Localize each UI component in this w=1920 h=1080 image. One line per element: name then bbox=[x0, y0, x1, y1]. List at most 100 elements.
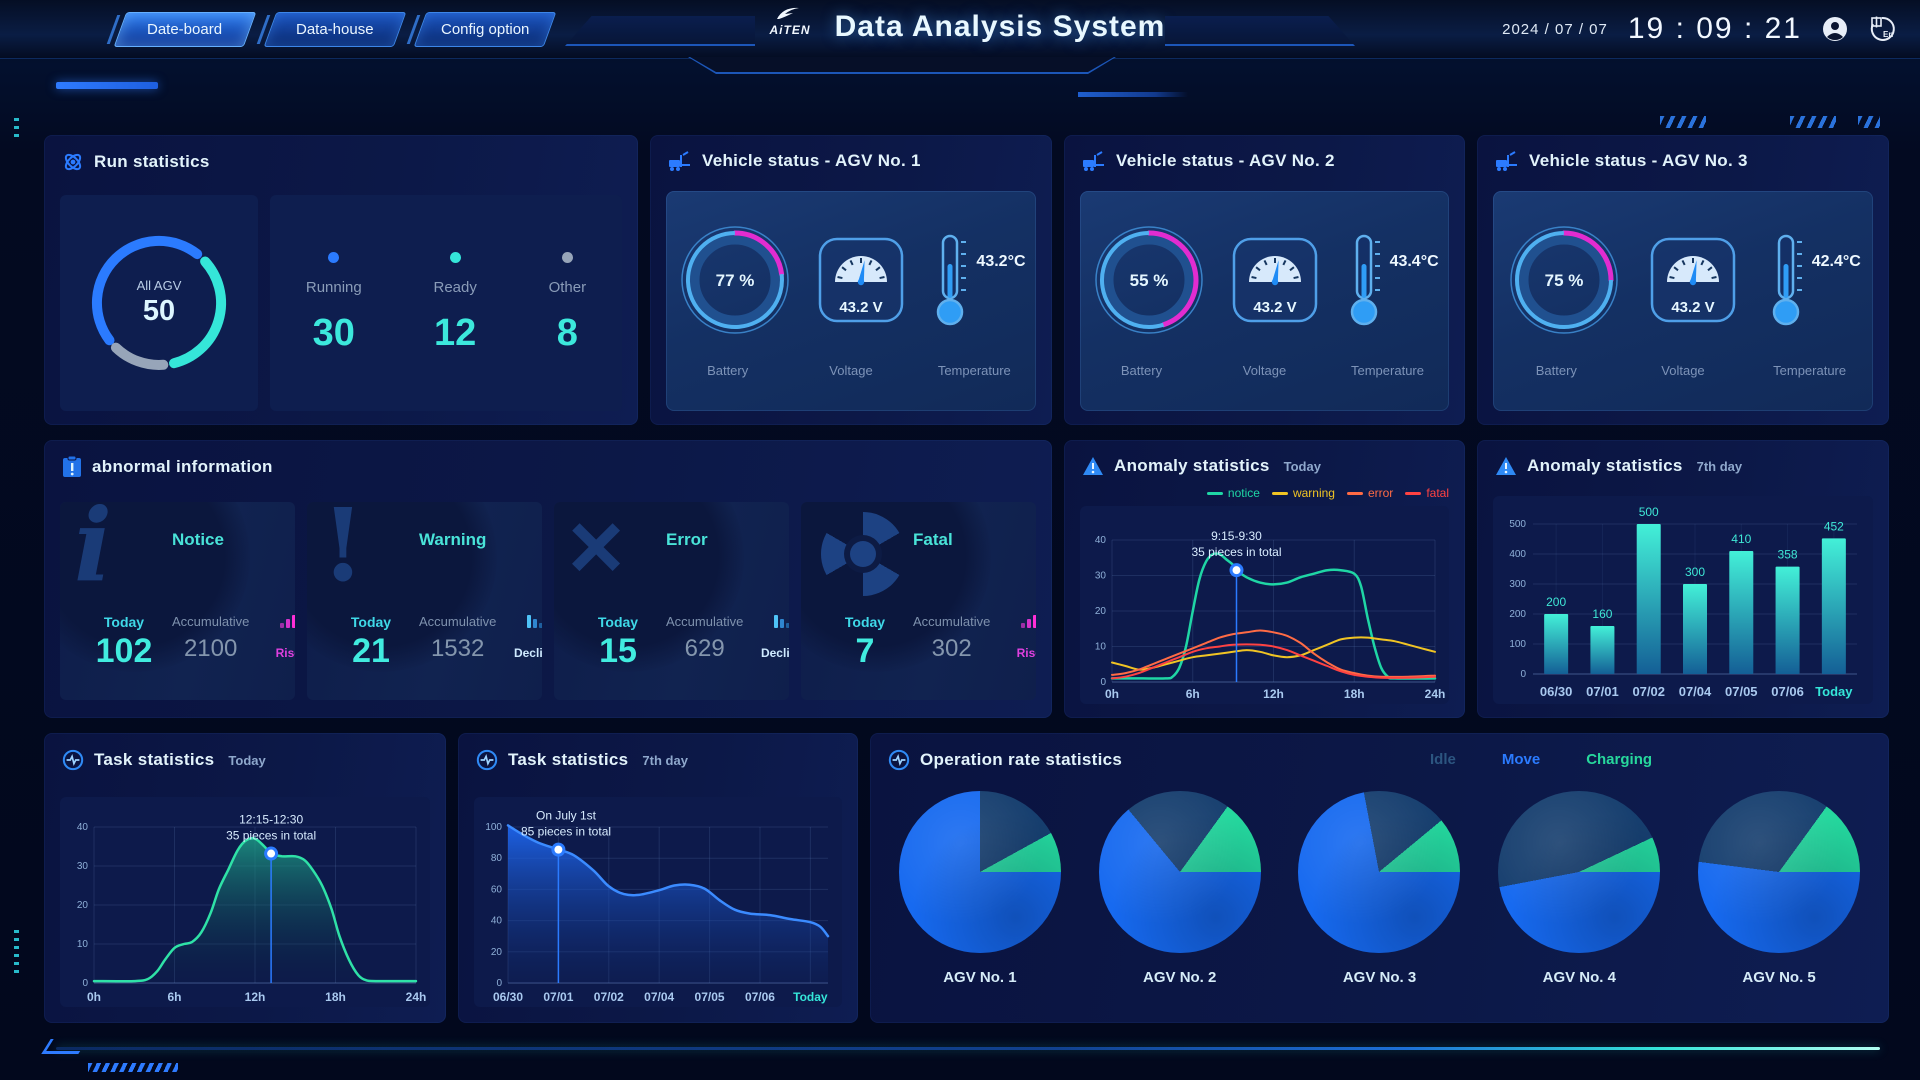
pie-label: AGV No. 5 bbox=[1742, 969, 1816, 986]
thermometer-icon bbox=[1350, 234, 1380, 326]
temperature-label: Temperature bbox=[1351, 363, 1424, 378]
svg-text:07/05: 07/05 bbox=[695, 990, 725, 1004]
panel-title: Task statistics bbox=[508, 750, 629, 769]
task-today-header: Task statistics Today bbox=[62, 749, 266, 771]
svg-text:10: 10 bbox=[1095, 642, 1107, 653]
accumulative-label: Accumulative bbox=[172, 614, 250, 629]
trend-bars-icon bbox=[527, 614, 542, 628]
accumulative-value: 1532 bbox=[430, 635, 485, 662]
run-stats-card: Running 30 Ready 12 Other 8 bbox=[270, 195, 622, 411]
battery-gauge: 75 % bbox=[1510, 226, 1618, 334]
legend-charging[interactable]: Charging bbox=[1586, 751, 1653, 768]
battery-label: Battery bbox=[1120, 363, 1163, 378]
pie-label: AGV No. 3 bbox=[1342, 969, 1417, 986]
svg-text:85 pieces in total: 85 pieces in total bbox=[521, 825, 611, 839]
vehicle-card: 75 % 43.2 V bbox=[1493, 191, 1873, 411]
decor-hatch-1 bbox=[1660, 116, 1706, 128]
svg-text:On July 1st: On July 1st bbox=[536, 809, 597, 823]
svg-text:10: 10 bbox=[77, 939, 89, 950]
operation-legend: Idle Move Charging bbox=[1430, 751, 1652, 768]
today-value: 102 bbox=[95, 632, 153, 670]
svg-text:30: 30 bbox=[77, 861, 89, 872]
panel-title: Task statistics bbox=[94, 750, 215, 769]
panel-title: Vehicle status - AGV No. 3 bbox=[1529, 151, 1748, 170]
gauge-labels: Battery Voltage Temperature bbox=[1080, 363, 1449, 378]
pulse-circle-icon bbox=[62, 749, 84, 771]
panel-subtitle: Today bbox=[228, 752, 266, 768]
panel-abnormal-information: abnormal information i Notice Today 102 A… bbox=[44, 440, 1052, 718]
anomaly-legend: notice warning error fatal bbox=[1206, 486, 1449, 500]
warning-triangle-icon bbox=[1083, 457, 1103, 475]
tab-date-board[interactable]: Date-board bbox=[113, 12, 257, 47]
legend-notice[interactable]: notice bbox=[1206, 486, 1260, 500]
tab-config-option[interactable]: Config option bbox=[413, 12, 557, 47]
header-date: 2024 / 07 / 07 bbox=[1502, 20, 1608, 38]
accumulative-label: Accumulative bbox=[666, 614, 744, 629]
temperature-value: 43.2°C bbox=[976, 253, 1026, 270]
header-notch bbox=[690, 57, 1114, 72]
stat-ready: Ready 12 bbox=[433, 251, 477, 355]
panel-subtitle: 7th day bbox=[1696, 458, 1743, 474]
svg-text:07/01: 07/01 bbox=[1586, 684, 1619, 699]
running-label: Running bbox=[305, 278, 362, 296]
gauges-row: 55 % 43.2 V bbox=[1080, 191, 1449, 359]
legend-idle[interactable]: Idle bbox=[1430, 751, 1456, 768]
operation-pie-chart bbox=[1698, 791, 1861, 953]
svg-text:500: 500 bbox=[1509, 519, 1526, 530]
panel-anomaly-7day: Anomaly statistics 7th day 0 100 200 300 400… bbox=[1477, 440, 1889, 718]
header-time: 19 : 09 : 21 bbox=[1627, 12, 1802, 45]
abnormal-header: abnormal information bbox=[62, 456, 273, 478]
svg-text:20: 20 bbox=[1095, 606, 1107, 617]
pie-label: AGV No. 4 bbox=[1542, 969, 1616, 986]
legend-warning[interactable]: warning bbox=[1271, 486, 1335, 500]
panel-vehicle-agv2: Vehicle status - AGV No. 2 55 % bbox=[1064, 135, 1465, 425]
exclamation-icon: ! bbox=[321, 502, 365, 604]
svg-text:400: 400 bbox=[1509, 549, 1526, 560]
today-value: 15 bbox=[599, 632, 637, 670]
today-label: Today bbox=[844, 614, 886, 630]
gauges-row: 77 % 43.2 V bbox=[666, 191, 1036, 359]
language-toggle-icon[interactable]: En bbox=[1868, 15, 1896, 43]
ready-label: Ready bbox=[433, 278, 477, 296]
running-dot bbox=[328, 251, 340, 263]
thermometer-icon bbox=[937, 234, 967, 326]
stat-running: Running 30 bbox=[305, 251, 362, 355]
svg-text:Today: Today bbox=[1815, 684, 1853, 699]
logo-swoosh-icon bbox=[777, 7, 799, 19]
svg-text:75 %: 75 % bbox=[1545, 271, 1584, 290]
svg-text:07/04: 07/04 bbox=[1679, 684, 1712, 699]
svg-text:40: 40 bbox=[491, 916, 503, 927]
task-7day-header: Task statistics 7th day bbox=[476, 749, 688, 771]
legend-fatal[interactable]: fatal bbox=[1405, 486, 1449, 500]
panel-title: abnormal information bbox=[92, 457, 273, 476]
voltage-label: Voltage bbox=[1661, 363, 1705, 378]
trend-label: Rise bbox=[275, 646, 295, 660]
operation-pie-chart bbox=[1098, 791, 1261, 953]
svg-text:0: 0 bbox=[1520, 669, 1526, 680]
tab-data-house[interactable]: Data-house bbox=[263, 12, 407, 47]
legend-error[interactable]: error bbox=[1346, 486, 1393, 500]
svg-text:35 pieces in total: 35 pieces in total bbox=[1191, 545, 1281, 559]
decor-bottom-hatch bbox=[88, 1063, 178, 1072]
temperature-gauge: 43.4°C bbox=[1342, 230, 1439, 330]
accumulative-value: 302 bbox=[931, 635, 972, 662]
svg-text:07/04: 07/04 bbox=[644, 990, 674, 1004]
card-name: Fatal bbox=[913, 530, 953, 549]
panel-title: Vehicle status - AGV No. 1 bbox=[702, 151, 921, 170]
svg-text:60: 60 bbox=[491, 884, 503, 895]
legend-move[interactable]: Move bbox=[1501, 751, 1541, 768]
warning-triangle-icon bbox=[1496, 457, 1516, 475]
svg-text:200: 200 bbox=[1509, 609, 1526, 620]
svg-text:6h: 6h bbox=[167, 990, 181, 1004]
voltage-label: Voltage bbox=[829, 363, 873, 378]
svg-text:07/02: 07/02 bbox=[594, 990, 624, 1004]
pie-label: AGV No. 2 bbox=[1143, 969, 1217, 986]
svg-text:07/05: 07/05 bbox=[1725, 684, 1758, 699]
other-dot bbox=[561, 251, 573, 263]
app-header: Date-board Data-house Config option AiTE… bbox=[0, 0, 1920, 59]
card-notice: i Notice Today 102 Accumulative 2100 Rise bbox=[60, 502, 295, 700]
decor-bottom-bracket bbox=[41, 1039, 88, 1054]
user-icon[interactable] bbox=[1822, 16, 1848, 42]
